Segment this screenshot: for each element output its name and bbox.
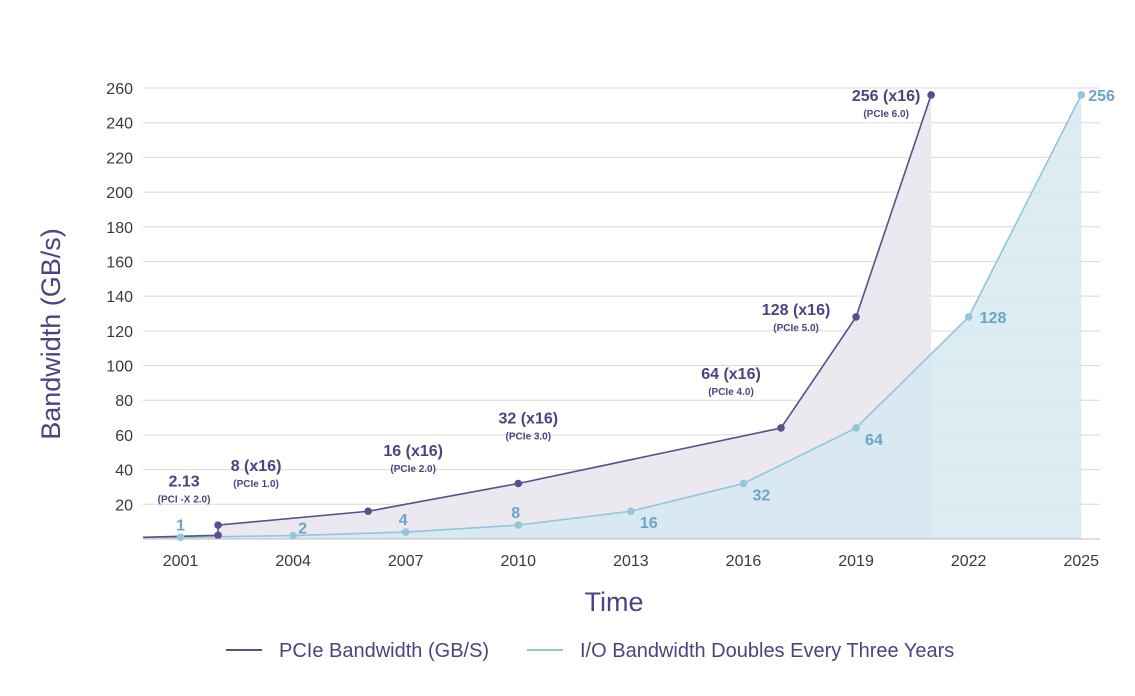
x-tick-label-2001: 2001	[163, 553, 199, 570]
io-series-line	[143, 94, 1082, 539]
pcie-data-sublabel-0: (PCI -X 2.0)	[158, 494, 211, 505]
pcie-point-6	[927, 91, 935, 99]
io-area-fill	[143, 94, 1082, 539]
io-data-label-5: 32	[752, 487, 770, 504]
y-tick-label-100: 100	[106, 359, 133, 376]
io-data-label-7: 128	[980, 310, 1007, 327]
y-tick-label-80: 80	[115, 393, 133, 410]
axes: 20 40 60 80 100 120 140 160 180 200 220 240 260 2001 2…	[106, 81, 1100, 570]
x-tick-label-2016: 2016	[726, 553, 762, 570]
y-tick-label-40: 40	[115, 463, 133, 480]
pcie-data-sublabel-1: (PCIe 1.0)	[233, 479, 279, 490]
legend-label-pcie: PCIe Bandwidth (GB/S)	[279, 640, 489, 662]
x-tick-label-2004: 2004	[275, 553, 311, 570]
y-tick-label-180: 180	[106, 220, 133, 237]
pcie-data-sublabel-6: (PCIe 6.0)	[863, 109, 909, 120]
area-fills	[143, 94, 1082, 539]
pcie-point-2	[364, 507, 372, 516]
x-tick-label-2025: 2025	[1063, 553, 1099, 570]
pcie-data-label-6: 256 (x16)	[852, 88, 921, 105]
io-data-label-1: 2	[298, 521, 307, 538]
io-point-6	[852, 424, 860, 432]
pcie-point-1	[214, 521, 222, 529]
y-tick-label-240: 240	[106, 116, 133, 133]
io-data-label-4: 16	[640, 515, 658, 532]
io-point-5	[739, 479, 748, 488]
io-point-7	[964, 313, 973, 321]
x-tick-label-2022: 2022	[951, 553, 987, 570]
pcie-point-3	[514, 479, 523, 488]
pcie-data-sublabel-4: (PCIe 4.0)	[708, 387, 754, 398]
y-tick-label-60: 60	[115, 428, 133, 445]
pcie-data-sublabel-2: (PCIe 2.0)	[390, 464, 436, 475]
data-points	[176, 91, 1086, 542]
pcie-data-label-2: 16 (x16)	[383, 443, 443, 460]
pcie-data-label-3: 32 (x16)	[498, 410, 558, 427]
y-tick-label-20: 20	[115, 497, 133, 514]
io-data-label-8: 256	[1088, 88, 1115, 105]
y-tick-label-200: 200	[106, 185, 133, 202]
io-point-8	[1077, 91, 1086, 99]
pcie-data-sublabel-5: (PCIe 5.0)	[773, 323, 819, 334]
x-tick-label-2013: 2013	[613, 553, 649, 570]
y-tick-label-120: 120	[106, 324, 133, 341]
io-data-label-2: 4	[399, 512, 408, 529]
data-labels: 1 2 4 8 16 32 64 128 256 2.13 (PCI -X 2.0) 8 (x16) (…	[158, 88, 1115, 538]
x-tick-label-2007: 2007	[388, 553, 424, 570]
y-tick-label-260: 260	[106, 81, 133, 98]
io-point-1	[289, 531, 297, 540]
y-axis-label: Bandwidth (GB/s)	[36, 228, 66, 440]
y-tick-label-160: 160	[106, 254, 133, 271]
y-tick-label-220: 220	[106, 150, 133, 167]
pcie-data-label-4: 64 (x16)	[701, 366, 761, 383]
x-tick-label-2010: 2010	[500, 553, 536, 570]
pcie-point-0	[214, 531, 222, 540]
io-point-0	[176, 533, 185, 542]
legend: PCIe Bandwidth (GB/S) I/O Bandwidth Doub…	[226, 640, 954, 662]
io-point-2	[401, 528, 410, 536]
legend-label-io: I/O Bandwidth Doubles Every Three Years	[580, 640, 954, 662]
pcie-data-label-5: 128 (x16)	[762, 302, 831, 319]
x-axis-label: Time	[585, 587, 644, 617]
y-tick-label-140: 140	[106, 289, 133, 306]
pcie-data-sublabel-3: (PCIe 3.0)	[506, 431, 552, 442]
io-point-4	[627, 507, 635, 516]
io-point-3	[514, 521, 523, 529]
pcie-data-label-1: 8 (x16)	[231, 458, 282, 475]
pcie-point-5	[852, 313, 860, 321]
pcie-data-label-0: 2.13	[168, 473, 199, 490]
x-tick-label-2019: 2019	[838, 553, 874, 570]
grid-lines	[143, 87, 1100, 505]
io-data-label-6: 64	[865, 432, 883, 449]
io-data-label-0: 1	[176, 517, 185, 534]
pcie-point-4	[777, 424, 785, 432]
io-data-label-3: 8	[511, 505, 520, 522]
